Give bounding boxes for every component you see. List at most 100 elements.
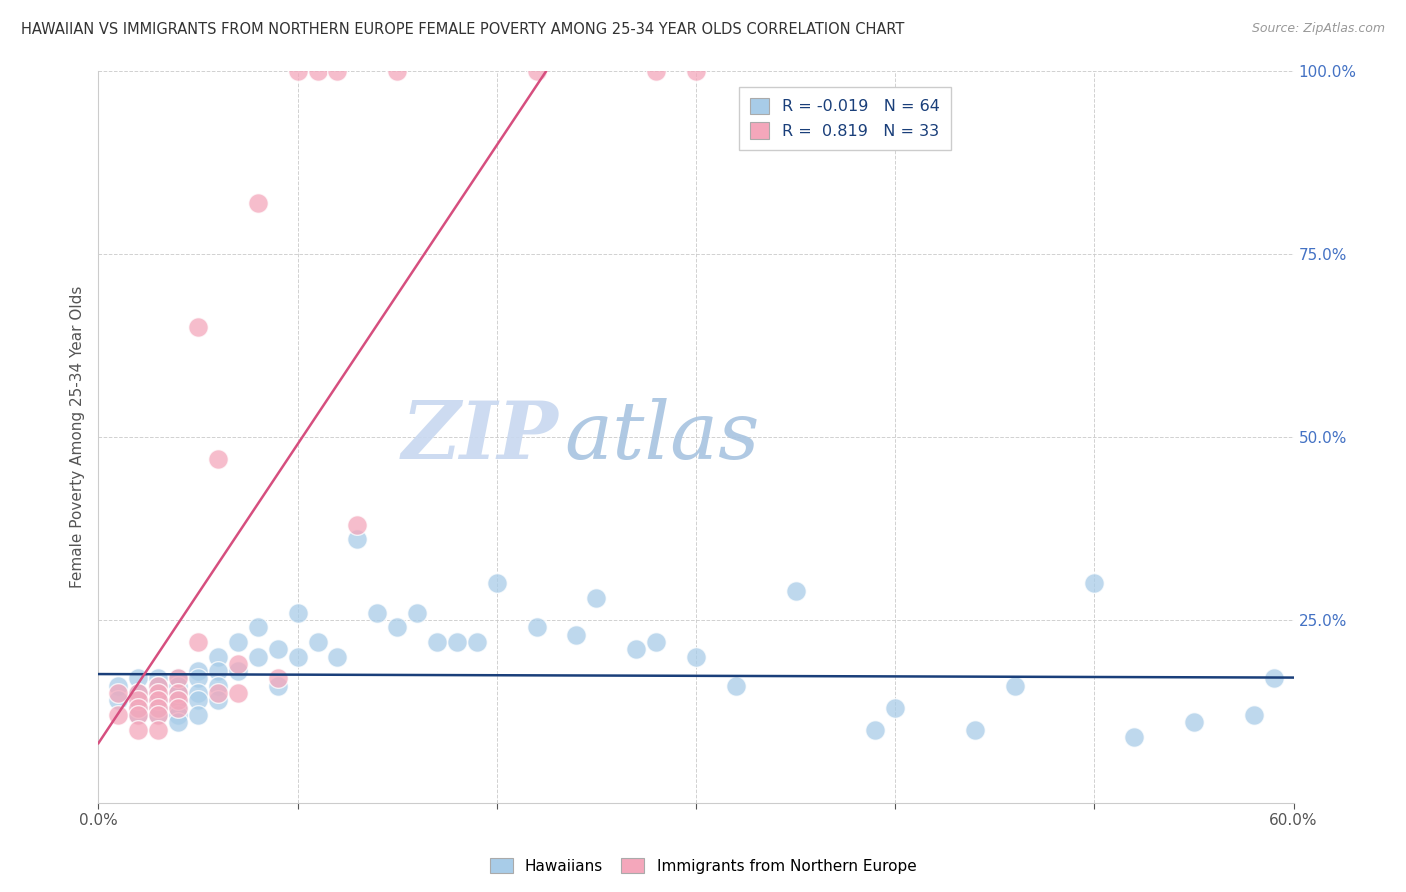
Point — [187, 672, 209, 686]
Point — [526, 64, 548, 78]
Point — [685, 649, 707, 664]
Point — [785, 583, 807, 598]
Point — [148, 693, 170, 707]
Point — [884, 700, 907, 714]
Point — [207, 649, 229, 664]
Point — [148, 679, 170, 693]
Point — [167, 693, 190, 707]
Point — [307, 635, 329, 649]
Point — [148, 700, 170, 714]
Point — [207, 686, 229, 700]
Point — [167, 672, 190, 686]
Point — [1243, 708, 1265, 723]
Y-axis label: Female Poverty Among 25-34 Year Olds: Female Poverty Among 25-34 Year Olds — [69, 286, 84, 588]
Point — [148, 693, 170, 707]
Point — [167, 672, 190, 686]
Point — [207, 693, 229, 707]
Point — [148, 679, 170, 693]
Point — [287, 606, 309, 620]
Point — [107, 708, 129, 723]
Point — [526, 620, 548, 634]
Point — [1123, 730, 1146, 744]
Point — [246, 649, 269, 664]
Text: Source: ZipAtlas.com: Source: ZipAtlas.com — [1251, 22, 1385, 36]
Point — [863, 723, 887, 737]
Point — [406, 606, 429, 620]
Point — [207, 679, 229, 693]
Point — [1263, 672, 1285, 686]
Point — [148, 700, 170, 714]
Point — [167, 700, 190, 714]
Point — [287, 64, 309, 78]
Point — [148, 708, 170, 723]
Legend: R = -0.019   N = 64, R =  0.819   N = 33: R = -0.019 N = 64, R = 0.819 N = 33 — [738, 87, 950, 150]
Point — [485, 576, 508, 591]
Point — [267, 679, 290, 693]
Point — [1083, 576, 1105, 591]
Point — [107, 686, 129, 700]
Point — [107, 679, 129, 693]
Point — [385, 620, 409, 634]
Point — [645, 64, 668, 78]
Point — [446, 635, 468, 649]
Point — [127, 708, 149, 723]
Point — [1004, 679, 1026, 693]
Point — [226, 635, 249, 649]
Point — [307, 64, 329, 78]
Point — [127, 700, 149, 714]
Point — [167, 686, 190, 700]
Point — [127, 672, 149, 686]
Point — [565, 627, 588, 641]
Point — [207, 452, 229, 467]
Point — [127, 723, 149, 737]
Point — [127, 686, 149, 700]
Point — [246, 196, 269, 211]
Text: ZIP: ZIP — [402, 399, 558, 475]
Point — [167, 700, 190, 714]
Point — [167, 715, 190, 730]
Point — [346, 533, 368, 547]
Point — [226, 686, 249, 700]
Point — [724, 679, 747, 693]
Point — [326, 64, 349, 78]
Point — [167, 708, 190, 723]
Text: HAWAIIAN VS IMMIGRANTS FROM NORTHERN EUROPE FEMALE POVERTY AMONG 25-34 YEAR OLDS: HAWAIIAN VS IMMIGRANTS FROM NORTHERN EUR… — [21, 22, 904, 37]
Point — [127, 700, 149, 714]
Legend: Hawaiians, Immigrants from Northern Europe: Hawaiians, Immigrants from Northern Euro… — [484, 852, 922, 880]
Point — [685, 64, 707, 78]
Point — [385, 64, 409, 78]
Point — [226, 664, 249, 678]
Point — [148, 686, 170, 700]
Point — [346, 517, 368, 532]
Point — [127, 693, 149, 707]
Point — [187, 693, 209, 707]
Point — [127, 708, 149, 723]
Text: atlas: atlas — [565, 399, 759, 475]
Point — [187, 708, 209, 723]
Point — [167, 693, 190, 707]
Point — [645, 635, 668, 649]
Point — [148, 708, 170, 723]
Point — [326, 649, 349, 664]
Point — [246, 620, 269, 634]
Point — [107, 693, 129, 707]
Point — [963, 723, 986, 737]
Point — [127, 693, 149, 707]
Point — [226, 657, 249, 671]
Point — [267, 642, 290, 657]
Point — [167, 686, 190, 700]
Point — [187, 635, 209, 649]
Point — [1182, 715, 1205, 730]
Point — [465, 635, 488, 649]
Point — [148, 672, 170, 686]
Point — [148, 686, 170, 700]
Point — [585, 591, 607, 605]
Point — [426, 635, 449, 649]
Point — [267, 672, 290, 686]
Point — [187, 320, 209, 334]
Point — [626, 642, 648, 657]
Point — [287, 649, 309, 664]
Point — [167, 679, 190, 693]
Point — [148, 723, 170, 737]
Point — [187, 686, 209, 700]
